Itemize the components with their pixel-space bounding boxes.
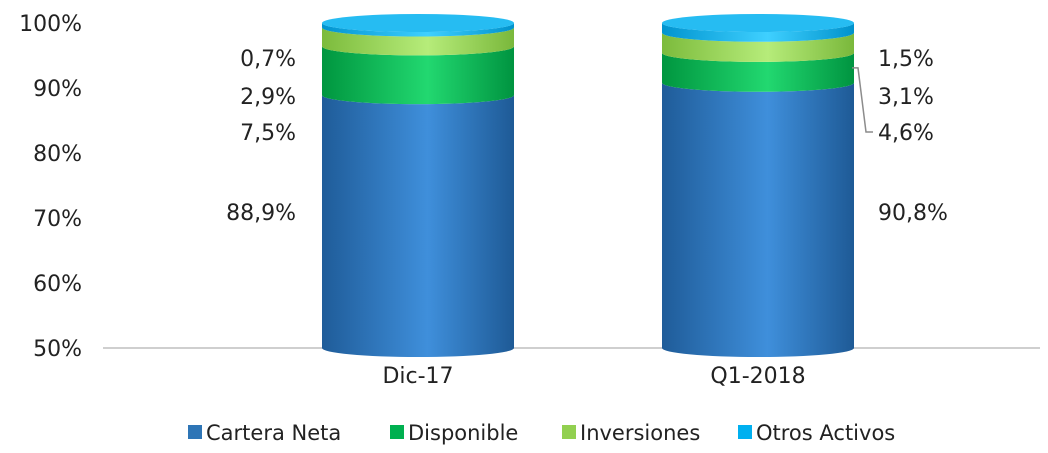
data-label-otros-activos-dic-17: 0,7%: [240, 47, 296, 72]
bar-dic-17: [322, 14, 514, 358]
y-tick-label: 70%: [33, 207, 82, 232]
legend-item-disponible: Disponible: [390, 421, 518, 445]
legend-swatch: [562, 425, 576, 439]
bar-segment-inversiones: [322, 27, 514, 56]
y-tick-label: 60%: [33, 272, 82, 297]
bar-segment-disponible: [662, 52, 854, 92]
data-label-otros-activos-q1-2018: 1,5%: [878, 47, 934, 72]
legend-label: Inversiones: [580, 421, 700, 445]
bar-segment-otros-activos: [322, 23, 514, 37]
legend-label: Disponible: [408, 421, 518, 445]
bar-segment-disponible: [322, 46, 514, 105]
bar-segment-otros-activos: [662, 23, 854, 42]
bar-top-cap: [322, 14, 514, 32]
y-axis: 50% 60% 70% 80% 90% 100%: [19, 12, 82, 362]
legend-item-otros-activos: Otros Activos: [738, 421, 895, 445]
data-label-cartera-neta-q1-2018: 90,8%: [878, 201, 948, 226]
legend-label: Otros Activos: [756, 421, 895, 445]
data-label-inversiones-dic-17: 2,9%: [240, 85, 296, 110]
legend-swatch: [188, 425, 202, 439]
x-tick-label: Q1-2018: [710, 364, 805, 389]
legend-swatch: [738, 425, 752, 439]
data-label-cartera-neta-dic-17: 88,9%: [226, 201, 296, 226]
bar-q1-2018: [662, 14, 854, 358]
legend-label: Cartera Neta: [206, 421, 341, 445]
y-tick-label: 80%: [33, 142, 82, 167]
bar-top-cap: [662, 14, 854, 32]
data-label-disponible-dic-17: 7,5%: [240, 121, 296, 146]
data-label-disponible-q1-2018: 4,6%: [878, 121, 934, 146]
legend-item-cartera-neta: Cartera Neta: [188, 421, 341, 445]
x-axis: Dic-17 Q1-2018: [382, 364, 805, 389]
y-tick-label: 100%: [19, 12, 82, 37]
data-label-inversiones-q1-2018: 3,1%: [878, 85, 934, 110]
leader-line: [852, 67, 873, 133]
bars: [322, 14, 854, 358]
data-labels: 88,9% 7,5% 2,9% 0,7% 90,8% 4,6% 3,1% 1,5%: [226, 47, 948, 226]
legend-swatch: [390, 425, 404, 439]
bar-segment-cartera-neta: [662, 82, 854, 358]
legend-item-inversiones: Inversiones: [562, 421, 700, 445]
x-tick-label: Dic-17: [382, 364, 453, 389]
y-tick-label: 50%: [33, 337, 82, 362]
bar-segment-inversiones: [662, 32, 854, 62]
legend: Cartera Neta Disponible Inversiones Otros A…: [188, 421, 895, 445]
bar-segment-cartera-neta: [322, 95, 514, 358]
y-tick-label: 90%: [33, 77, 82, 102]
